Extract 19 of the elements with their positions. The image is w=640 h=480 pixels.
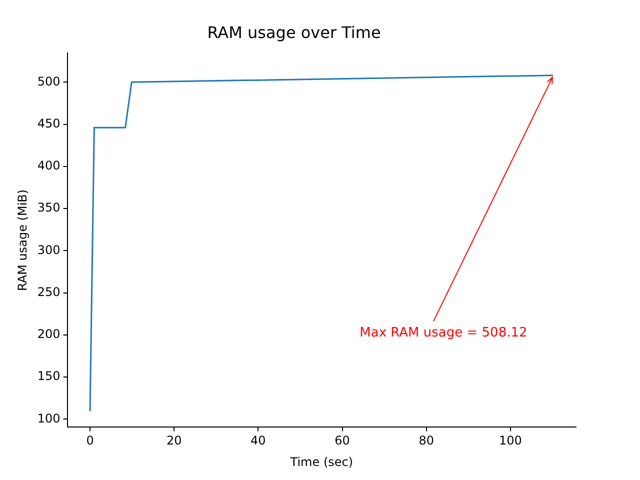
y-tick-label: 400: [37, 158, 60, 173]
y-tick-label: 450: [37, 116, 60, 130]
x-tick-label: 100: [498, 434, 522, 448]
chart-title: RAM usage over Time: [207, 22, 381, 42]
y-axis-title: RAM usage (MiB): [15, 189, 30, 291]
x-tick-label: 20: [166, 434, 182, 448]
y-tick-label: 500: [37, 74, 60, 88]
y-tick-label: 200: [37, 327, 60, 342]
y-tick-label: 250: [37, 284, 60, 299]
x-tick-label: 80: [418, 434, 434, 448]
y-tick-label: 100: [37, 411, 60, 426]
x-tick-label: 60: [334, 434, 350, 448]
y-tick-label: 150: [37, 369, 60, 384]
y-tick-label: 300: [37, 242, 60, 257]
x-axis-title: Time (sec): [289, 454, 354, 469]
annotation: Max RAM usage = 508.12: [360, 326, 528, 341]
x-tick-label: 40: [250, 434, 266, 448]
x-tick-label: 0: [86, 434, 94, 448]
y-tick-label: 350: [37, 200, 60, 215]
